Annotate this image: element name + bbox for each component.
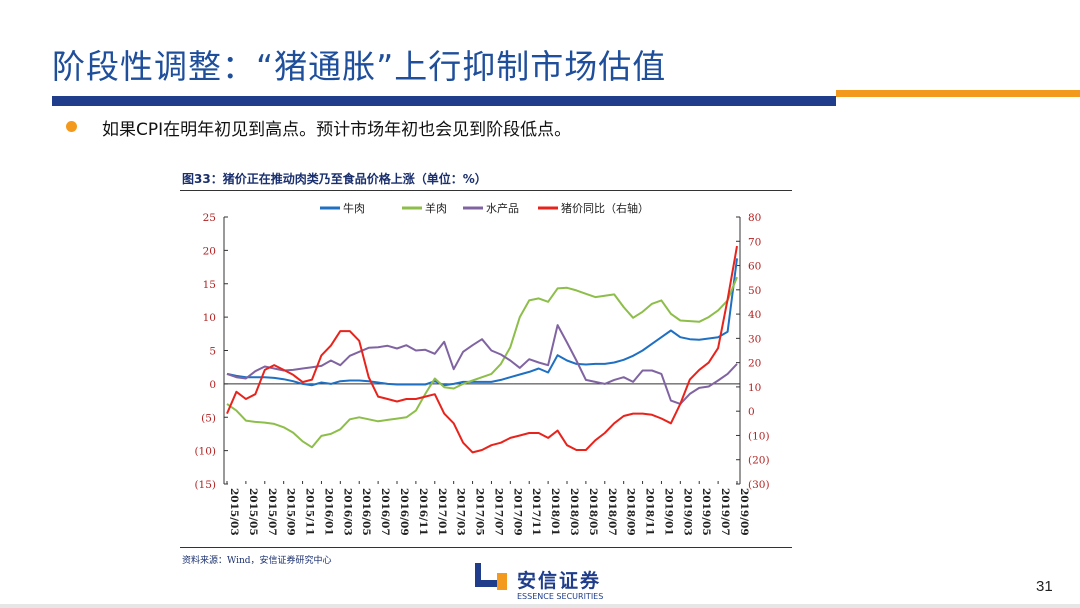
y-left-tick-label: 15	[203, 279, 216, 291]
y-right-tick-label: 10	[748, 382, 761, 394]
x-tick-label: 2016/03	[341, 488, 353, 536]
logo-text-cn: 安信证券	[517, 570, 602, 592]
x-tick-label: 2015/11	[304, 488, 316, 536]
source-note: 资料来源：Wind，安信证券研究中心	[182, 556, 332, 566]
y-left-tick-label: (10)	[194, 446, 216, 458]
bullet-dot-icon	[66, 121, 77, 132]
y-left-tick-label: 20	[203, 245, 216, 257]
y-right-tick-label: (30)	[748, 479, 770, 491]
series-line-2	[226, 324, 738, 405]
x-tick-label: 2017/09	[511, 488, 523, 536]
y-right-tick-label: 50	[748, 285, 761, 297]
title-underline-blue	[52, 96, 836, 106]
legend-label-3: 猪价同比（右轴）	[561, 201, 649, 215]
x-tick-label: 2015/03	[228, 488, 240, 536]
legend-label-1: 羊肉	[425, 201, 447, 215]
x-tick-label: 2016/11	[417, 488, 429, 536]
line-chart: 2520151050(5)(10)(15)80706050403020100(1…	[194, 201, 770, 536]
x-tick-label: 2017/07	[492, 488, 504, 536]
figure-title: 图33：猪价正在推动肉类乃至食品价格上涨（单位：%）	[182, 172, 487, 186]
y-right-tick-label: 80	[748, 212, 761, 224]
legend-label-2: 水产品	[486, 201, 519, 215]
x-tick-label: 2015/09	[285, 488, 297, 536]
series-line-1	[226, 276, 738, 449]
figure-top-rule	[180, 190, 792, 191]
x-tick-label: 2016/05	[360, 488, 372, 536]
x-tick-label: 2019/03	[681, 488, 693, 536]
y-left-tick-label: 0	[209, 379, 216, 391]
x-tick-label: 2018/07	[606, 488, 618, 536]
series-line-0	[226, 258, 738, 387]
x-tick-label: 2019/09	[738, 488, 750, 536]
y-left-tick-label: (5)	[201, 412, 216, 424]
y-right-tick-label: 0	[748, 406, 755, 418]
x-tick-label: 2016/09	[398, 488, 410, 536]
x-tick-label: 2015/05	[247, 488, 259, 536]
company-logo: 安信证券 ESSENCE SECURITIES	[475, 560, 615, 604]
slide-title: 阶段性调整：“猪通胀”上行抑制市场估值	[52, 47, 667, 86]
x-tick-label: 2018/01	[549, 488, 561, 536]
x-tick-label: 2017/01	[436, 488, 448, 536]
x-tick-label: 2019/07	[719, 488, 731, 536]
x-tick-label: 2017/05	[474, 488, 486, 536]
y-left-tick-label: 5	[209, 346, 216, 358]
y-right-tick-label: 20	[748, 358, 761, 370]
title-underline-orange	[836, 90, 1080, 97]
bullet-text: 如果CPI在明年初见到高点。预计市场年初也会见到阶段低点。	[102, 120, 572, 140]
y-left-tick-label: 25	[203, 212, 216, 224]
y-left-tick-label: 10	[203, 312, 216, 324]
y-right-tick-label: (20)	[748, 455, 770, 467]
x-tick-label: 2016/01	[322, 488, 334, 536]
logo-mark-icon	[475, 563, 507, 590]
y-left-tick-label: (15)	[194, 479, 216, 491]
page-number: 31	[1036, 578, 1053, 595]
x-tick-label: 2018/09	[625, 488, 637, 536]
y-right-tick-label: (10)	[748, 430, 770, 442]
x-tick-label: 2018/03	[568, 488, 580, 536]
legend-label-0: 牛肉	[343, 201, 365, 215]
y-right-tick-label: 30	[748, 333, 761, 345]
x-tick-label: 2018/05	[587, 488, 599, 536]
y-right-tick-label: 40	[748, 309, 761, 321]
x-tick-label: 2019/05	[700, 488, 712, 536]
footer-rule	[0, 604, 1080, 608]
x-tick-label: 2017/11	[530, 488, 542, 536]
x-tick-label: 2015/07	[266, 488, 278, 536]
figure-bottom-rule	[180, 547, 792, 548]
x-tick-label: 2019/01	[662, 488, 674, 536]
y-right-tick-label: 60	[748, 261, 761, 273]
series-line-3	[226, 245, 738, 454]
x-tick-label: 2017/03	[455, 488, 467, 536]
x-tick-label: 2018/11	[644, 488, 656, 536]
logo-text-en: ESSENCE SECURITIES	[517, 592, 604, 601]
y-right-tick-label: 70	[748, 236, 761, 248]
x-tick-label: 2016/07	[379, 488, 391, 536]
